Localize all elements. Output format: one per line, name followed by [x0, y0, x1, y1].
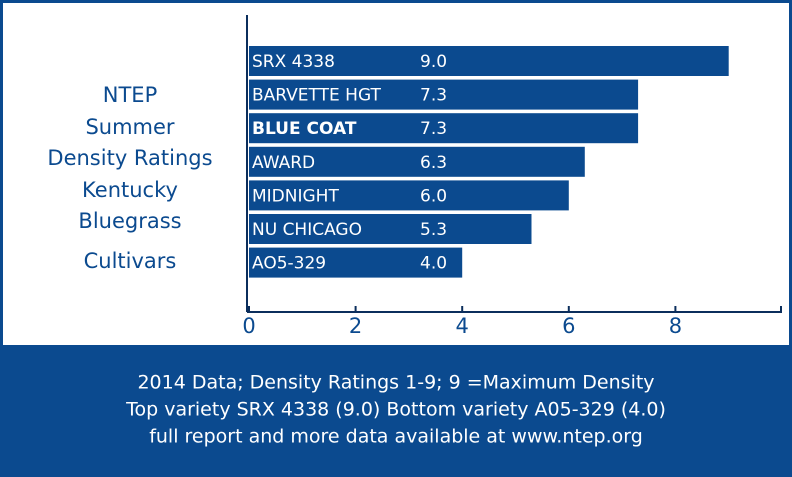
bar	[249, 46, 729, 76]
x-tick-label: 8	[669, 314, 682, 338]
chart-title: NTEP	[103, 83, 157, 107]
chart-title: Summer	[85, 115, 174, 139]
category-label: BARVETTE HGT	[252, 86, 382, 106]
bar	[249, 214, 532, 244]
footer	[0, 345, 792, 477]
bar	[249, 247, 463, 278]
footer-note: 2014 Data; Density Ratings 1-9; 9 =Maxim…	[137, 372, 654, 394]
footer-note: full report and more data available at w…	[149, 426, 643, 448]
x-tick-label: 2	[349, 314, 362, 338]
value-label: 5.3	[420, 220, 447, 240]
category-label: SRX 4338	[252, 52, 335, 72]
bar	[249, 113, 639, 144]
value-label: 9.0	[420, 52, 447, 72]
category-label: NU CHICAGO	[252, 220, 362, 240]
value-label: 6.0	[420, 186, 447, 206]
category-label: AO5-329	[252, 254, 326, 274]
value-label: 7.3	[420, 119, 447, 139]
category-label: MIDNIGHT	[252, 186, 339, 206]
x-tick-label: 4	[456, 314, 469, 338]
value-label: 7.3	[420, 86, 447, 106]
value-label: 6.3	[420, 153, 447, 173]
category-label: AWARD	[252, 153, 315, 173]
chart-title: Bluegrass	[78, 209, 181, 233]
category-label: BLUE COAT	[252, 119, 357, 139]
chart-title: Density Ratings	[47, 146, 212, 170]
chart-title: Kentucky	[82, 178, 178, 202]
x-tick-label: 6	[562, 314, 575, 338]
bar	[249, 79, 639, 110]
x-tick-label: 0	[242, 314, 255, 338]
bar	[249, 180, 569, 211]
footer-note: Top variety SRX 4338 (9.0) Bottom variet…	[125, 399, 666, 421]
value-label: 4.0	[420, 254, 447, 274]
chart-title: Cultivars	[84, 249, 177, 273]
bar	[249, 146, 585, 177]
